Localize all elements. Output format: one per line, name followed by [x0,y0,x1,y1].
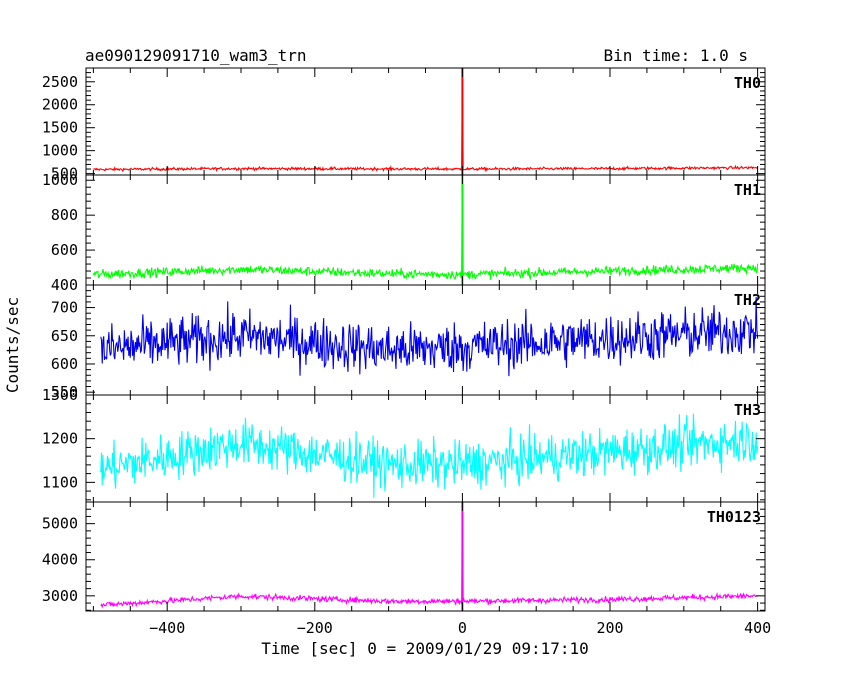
y-tick-label: 800 [51,206,78,224]
y-tick-label: 3000 [42,587,78,605]
y-tick-label: 2000 [42,96,78,114]
panel-th2: 550 600 650 700 TH2 [51,284,766,401]
panel-label: TH0123 [707,508,761,526]
y-tick-label: 2500 [42,73,78,91]
bin-time-label: Bin time: 1.0 s [604,46,749,65]
panel-label: TH2 [734,291,761,309]
x-tick-label: −400 [149,619,185,637]
panel-label: TH3 [734,401,761,419]
y-tick-label: 1100 [42,473,78,491]
panel-th3: 1100 1200 1300 TH3 [42,386,766,503]
series-th3 [100,413,759,498]
y-tick-label: 1200 [42,430,78,448]
panel-frame [85,501,766,612]
y-tick-label: 600 [51,355,78,373]
y-tick-label: 600 [51,241,78,259]
y-tick-label: 500 [51,165,78,183]
panel-th1: 400 600 800 1000 TH1 [42,171,766,294]
panel-label: TH1 [734,181,761,199]
x-tick-label: 200 [596,619,623,637]
y-axis-label: Counts/sec [3,297,22,393]
y-tick-label: 650 [51,327,78,345]
series-th1 [92,175,759,281]
y-tick-label: 1300 [42,386,78,404]
x-axis-label: Time [sec] 0 = 2009/01/29 09:17:10 [261,639,589,658]
panel-th0: 500 1000 1500 2000 2500 TH0 [42,67,766,183]
y-tick-label: 1500 [42,119,78,137]
x-tick-label: 400 [744,619,771,637]
x-tick-label: −200 [297,619,333,637]
series-th0123 [100,502,758,609]
y-tick-label: 400 [51,276,78,294]
panel-label: TH0 [734,74,761,92]
y-tick-label: 550 [51,383,78,401]
y-tick-label: 4000 [42,551,78,569]
x-tick-label: 0 [458,619,467,637]
series-th2 [100,296,759,377]
series-th0 [93,68,758,173]
y-tick-label: 1000 [42,142,78,160]
chart-title: ae090129091710_wam3_trn [85,46,307,65]
panel-frame [85,67,766,176]
y-tick-label: 700 [51,299,78,317]
y-tick-label: 1000 [42,171,78,189]
y-tick-label: 5000 [42,515,78,533]
panel-th0123: 3000 4000 5000 TH0123 [42,501,766,612]
